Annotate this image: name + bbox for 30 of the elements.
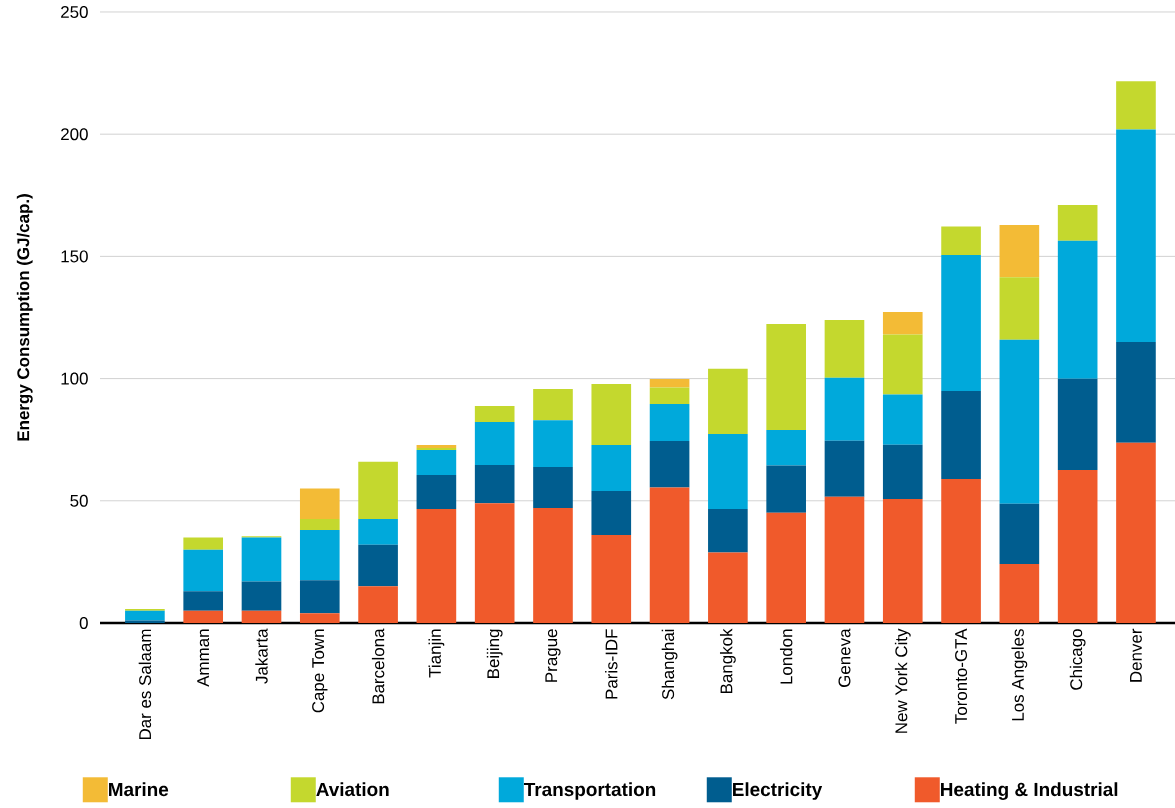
x-tick-label: Bangkok	[719, 628, 736, 694]
y-axis-title: Energy Consumption (GJ/cap.)	[16, 194, 33, 441]
x-tick-label: Geneva	[838, 628, 851, 687]
x-tick-label: Paris-IDF	[605, 629, 618, 699]
y-tick-label: 250	[61, 5, 88, 18]
y-tick-label: 0	[79, 616, 88, 629]
x-tick-label: London	[779, 629, 793, 684]
y-tick-label: 200	[61, 128, 88, 141]
x-tick-label: Prague	[545, 629, 561, 682]
x-tick-label: New York City	[894, 628, 911, 733]
x-tick-label: Jakarta	[255, 628, 268, 684]
y-tick-label: 100	[61, 372, 88, 385]
x-tick-label: Chicago	[1069, 629, 1086, 690]
x-tick-label: Amman	[197, 629, 210, 687]
y-tick-label: 150	[61, 250, 88, 263]
x-tick-label: Beijing	[486, 629, 503, 678]
x-tick-label: Barcelona	[371, 628, 385, 704]
legend-label: Electricity	[733, 782, 823, 800]
x-tick-label: Shanghai	[661, 629, 678, 700]
legend-label: Marine	[109, 782, 169, 797]
legend-label: Aviation	[316, 782, 389, 797]
x-tick-label: Toronto-GTA	[955, 628, 968, 724]
y-tick-label: 50	[70, 494, 88, 507]
x-tick-label: Dar es Salaam	[138, 629, 152, 740]
x-tick-label: Los Angeles	[1011, 629, 1028, 721]
x-tick-label: Denver	[1130, 628, 1142, 682]
x-tick-label: Cape Town	[312, 629, 328, 713]
legend-label: Heating & Industrial	[941, 782, 1118, 800]
x-tick-label: Tianjin	[428, 629, 445, 678]
legend-label: Transportation	[523, 782, 656, 800]
